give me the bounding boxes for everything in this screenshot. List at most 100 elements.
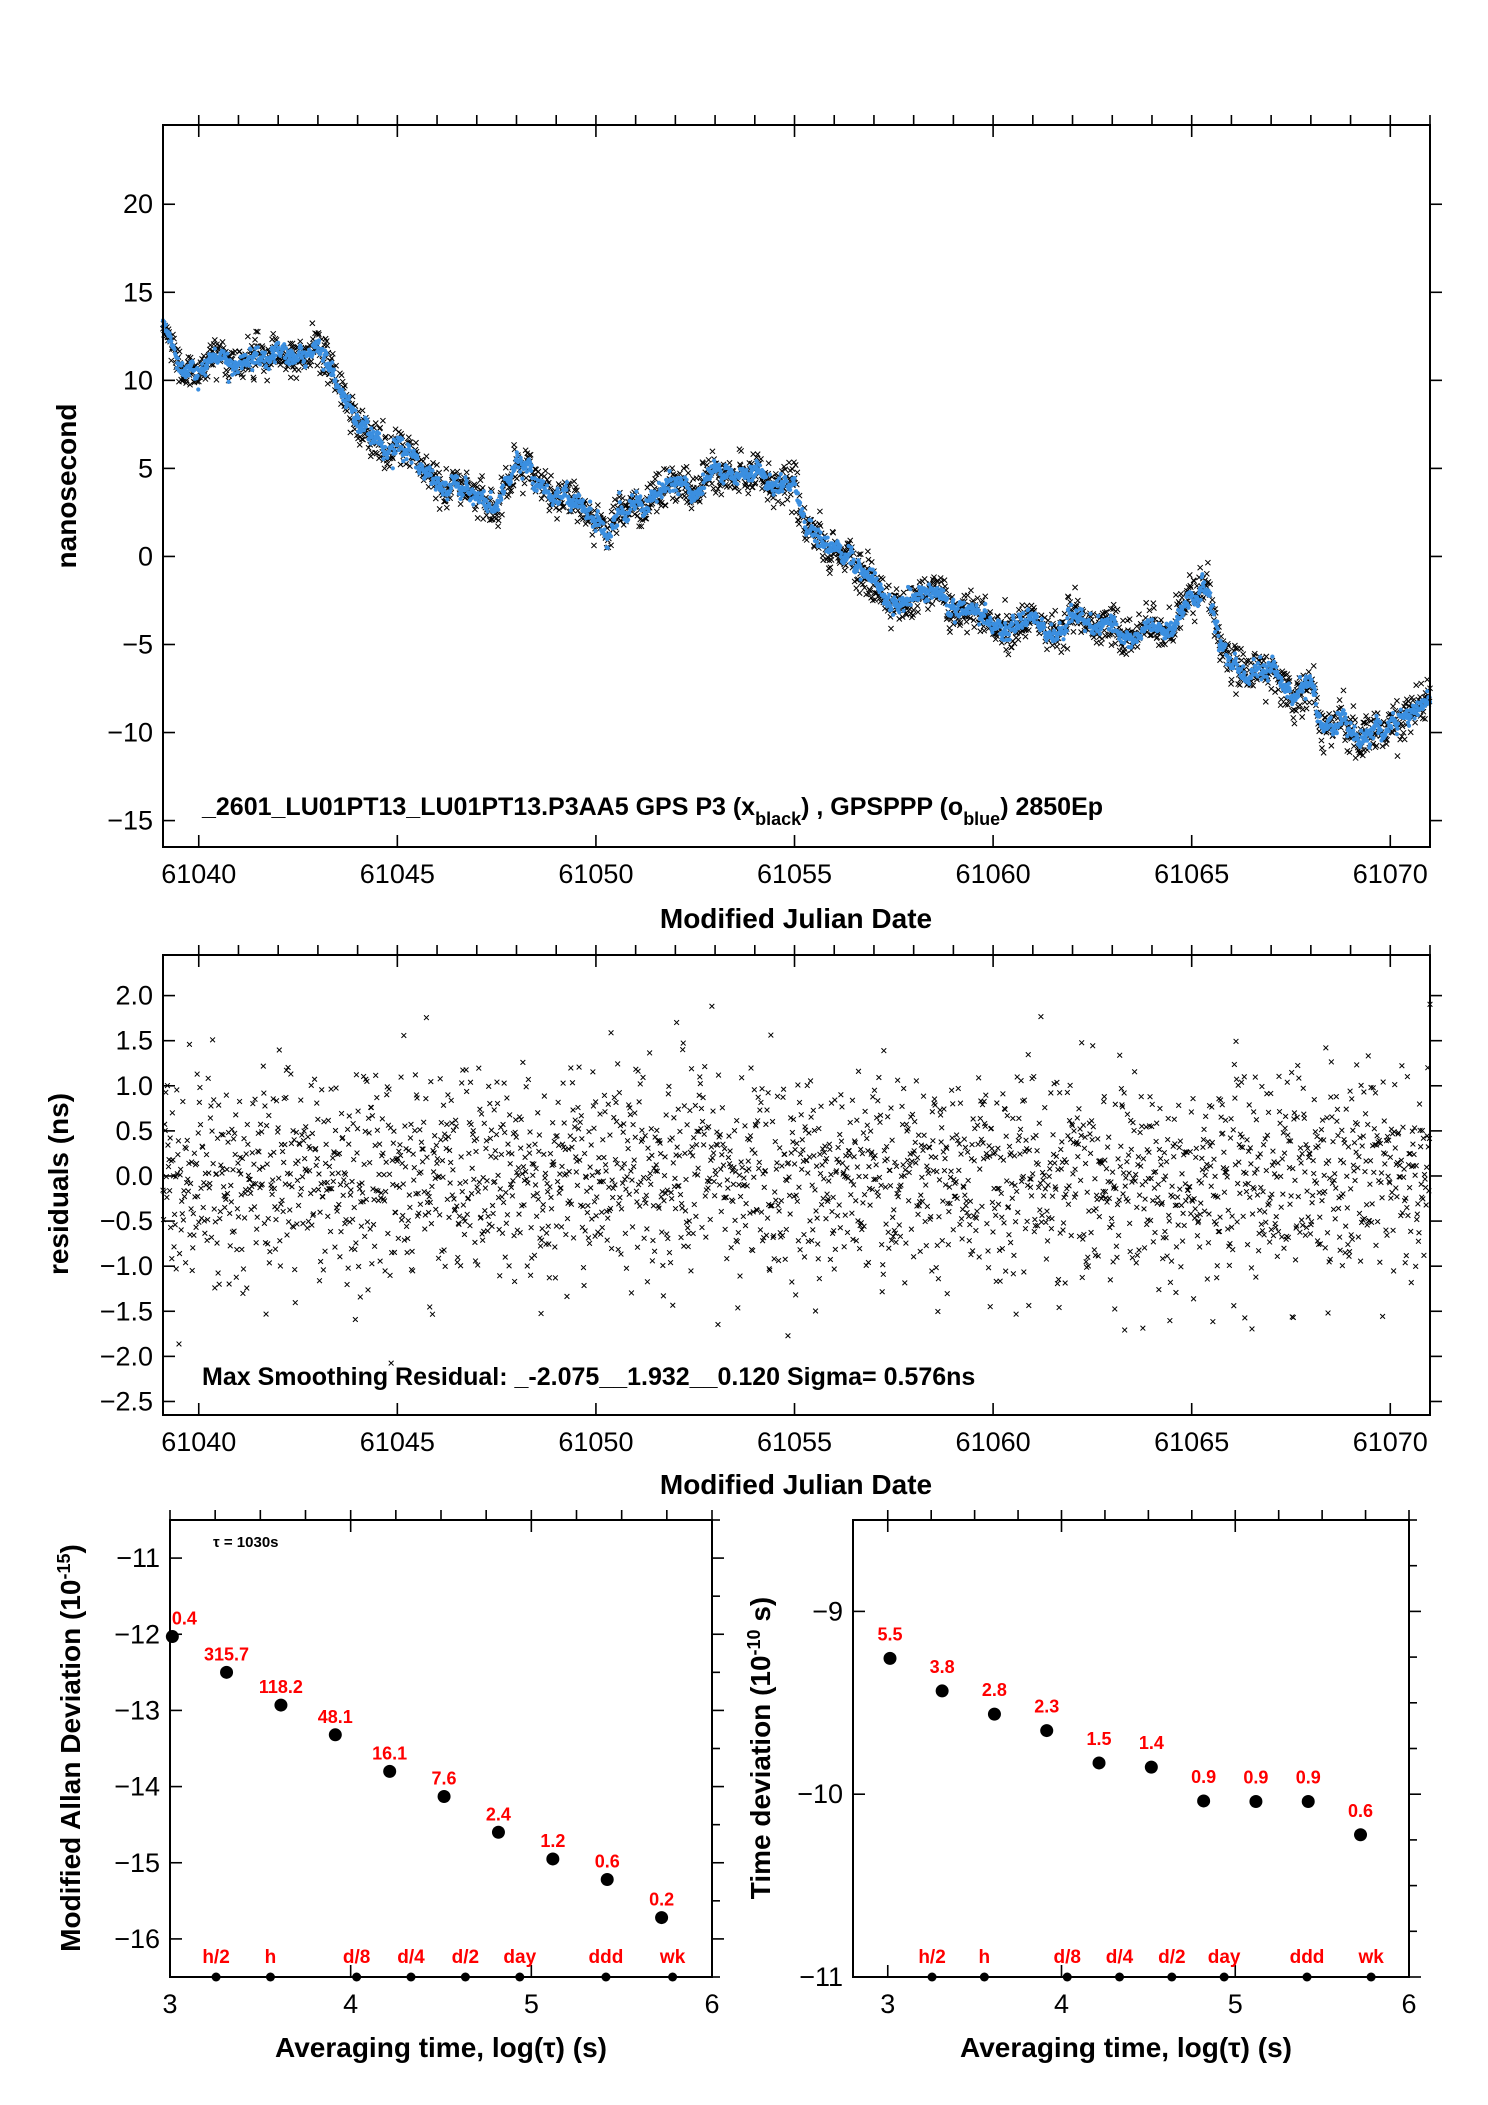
x-marker [1235, 681, 1242, 688]
x-marker [291, 1137, 297, 1143]
x-marker [611, 496, 618, 503]
gpsppp-point [239, 366, 244, 371]
x-marker [207, 1115, 214, 1121]
x-marker [284, 1232, 290, 1238]
gpsppp-point [1328, 715, 1333, 720]
x-marker [309, 1130, 316, 1137]
x-marker [193, 1160, 200, 1167]
x-marker [297, 1192, 303, 1198]
x-marker [749, 484, 756, 491]
x-marker [165, 1163, 172, 1170]
x-marker [683, 494, 689, 501]
x-marker [929, 600, 936, 607]
x-marker [322, 1248, 328, 1254]
x-marker [164, 1194, 170, 1201]
x-marker [1228, 676, 1235, 683]
x-marker [1070, 628, 1077, 635]
x-marker [1108, 642, 1115, 649]
gpsppp-point [897, 610, 902, 615]
x-marker [885, 582, 892, 589]
gpsppp-point [568, 508, 573, 513]
x-marker [219, 339, 226, 345]
x-marker [794, 469, 801, 476]
x-marker [254, 328, 261, 335]
x-marker [244, 1121, 251, 1128]
gpsppp-point [1296, 694, 1301, 699]
gpsppp-point [795, 490, 800, 496]
x-marker [1015, 606, 1022, 613]
x-marker [216, 1281, 222, 1287]
x-marker [1073, 603, 1080, 610]
gpsppp-point [1210, 603, 1215, 608]
x-marker [270, 330, 277, 337]
x-marker [981, 627, 988, 634]
x-marker [163, 1089, 169, 1096]
x-marker [705, 456, 712, 463]
x-marker [180, 1217, 187, 1223]
gpsppp-point [523, 465, 528, 471]
x-marker [992, 636, 999, 643]
gpsppp-point [780, 489, 785, 494]
gpsppp-point [1365, 738, 1370, 743]
gpsppp-point [509, 472, 514, 477]
x-marker [495, 523, 502, 530]
x-marker [864, 548, 871, 555]
x-marker [1291, 720, 1298, 727]
gpsppp-point [299, 345, 304, 351]
gpsppp-point [891, 612, 896, 617]
x-marker [288, 1071, 294, 1077]
x-marker [457, 501, 464, 508]
x-marker [328, 355, 335, 362]
x-marker [1328, 742, 1335, 749]
gpsppp-point [1313, 702, 1319, 707]
gpsppp-point [639, 503, 645, 508]
gpsppp-point [1271, 659, 1277, 664]
x-marker [779, 500, 786, 507]
gpsppp-point [702, 485, 707, 491]
x-marker [1190, 610, 1196, 617]
x-marker [744, 484, 751, 491]
x-marker [309, 320, 316, 327]
x-marker [1134, 643, 1141, 650]
gpsppp-point [1082, 628, 1088, 634]
x-marker [888, 625, 894, 632]
x-marker [295, 1202, 302, 1209]
x-marker [234, 1206, 241, 1212]
x-marker [522, 447, 529, 454]
x-marker [1114, 606, 1121, 613]
x-marker [948, 616, 955, 623]
x-marker [205, 1075, 211, 1082]
x-marker [791, 459, 797, 466]
x-marker [257, 1121, 264, 1128]
gpsppp-point [961, 600, 966, 605]
gpsppp-point [1406, 723, 1412, 728]
x-marker [443, 504, 450, 511]
gpsppp-point [287, 362, 292, 367]
x-marker [175, 1151, 181, 1158]
gpsppp-point [422, 475, 427, 480]
x-marker [189, 1267, 195, 1274]
gpsppp-point [1020, 625, 1025, 630]
gpsppp-point [1312, 687, 1317, 692]
annotation-main: _2601_LU01PT13_LU01PT13.P3AA5 GPS P3 (x [201, 793, 755, 821]
x-marker [272, 1246, 279, 1252]
x-marker [432, 495, 439, 502]
gpsppp-point [513, 463, 518, 468]
x-marker [223, 1092, 230, 1098]
gpsppp-point [948, 612, 954, 617]
gpsppp-point [291, 352, 296, 357]
gpsppp-point [880, 586, 885, 592]
gpsppp-point [465, 486, 470, 491]
x-marker [204, 1237, 210, 1244]
gpsppp-point [633, 505, 638, 510]
gpsppp-point [311, 350, 316, 355]
gpsppp-point [999, 624, 1004, 629]
x-marker [178, 1198, 185, 1204]
x-marker [318, 1087, 325, 1093]
gpsppp-point [1080, 611, 1085, 616]
x-marker [726, 459, 733, 466]
gpsppp-point [1198, 597, 1203, 603]
x-marker [971, 624, 978, 631]
x-marker [856, 590, 863, 597]
x-marker [1172, 591, 1179, 598]
